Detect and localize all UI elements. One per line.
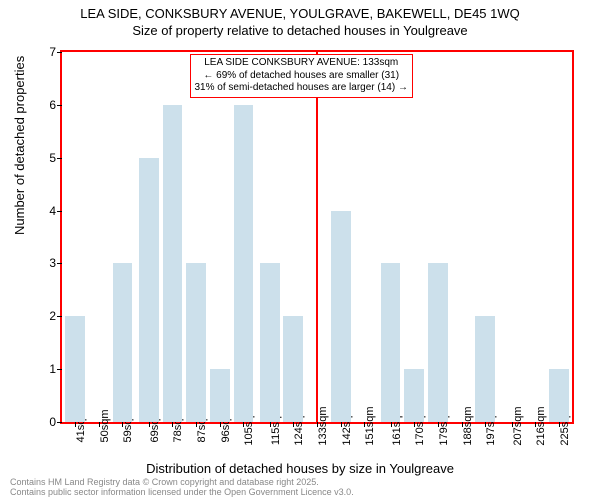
histogram-bar — [210, 369, 230, 422]
y-tick-label: 2 — [49, 309, 56, 323]
histogram-bar — [163, 105, 183, 422]
y-tick — [57, 158, 62, 159]
y-tick-label: 5 — [49, 151, 56, 165]
y-tick-label: 6 — [49, 98, 56, 112]
reference-line — [316, 52, 318, 422]
annotation-line-3: 31% of semi-detached houses are larger (… — [195, 82, 408, 93]
histogram-bar — [234, 105, 254, 422]
histogram-bar — [65, 316, 85, 422]
y-tick — [57, 52, 62, 53]
histogram-bar — [475, 316, 495, 422]
histogram-bar — [549, 369, 569, 422]
histogram-bar — [381, 263, 401, 422]
y-tick — [57, 422, 62, 423]
y-tick-label: 0 — [49, 415, 56, 429]
x-tick-label: 188sqm — [462, 406, 474, 445]
title-line-2: Size of property relative to detached ho… — [132, 23, 467, 38]
x-axis-label: Distribution of detached houses by size … — [0, 461, 600, 476]
histogram-bar — [139, 158, 159, 422]
histogram-bar — [428, 263, 448, 422]
y-tick — [57, 369, 62, 370]
y-tick-label: 1 — [49, 362, 56, 376]
y-tick — [57, 105, 62, 106]
footer: Contains HM Land Registry data © Crown c… — [10, 478, 354, 498]
x-tick-label: 151sqm — [364, 406, 376, 445]
title-line-1: LEA SIDE, CONKSBURY AVENUE, YOULGRAVE, B… — [80, 6, 520, 21]
annotation-line-2: ← 69% of detached houses are smaller (31… — [203, 70, 399, 81]
chart-container: LEA SIDE, CONKSBURY AVENUE, YOULGRAVE, B… — [0, 0, 600, 500]
y-axis-label: Number of detached properties — [12, 56, 27, 235]
annotation-line-1: LEA SIDE CONKSBURY AVENUE: 133sqm — [204, 57, 398, 68]
chart-title: LEA SIDE, CONKSBURY AVENUE, YOULGRAVE, B… — [0, 0, 600, 40]
annotation-box: LEA SIDE CONKSBURY AVENUE: 133sqm ← 69% … — [190, 54, 413, 98]
x-tick-label: 50sqm — [99, 409, 111, 442]
histogram-bar — [186, 263, 206, 422]
y-tick-label: 7 — [49, 45, 56, 59]
histogram-bar — [283, 316, 303, 422]
y-tick — [57, 316, 62, 317]
footer-line-2: Contains public sector information licen… — [10, 487, 354, 497]
x-tick-label: 216sqm — [535, 406, 547, 445]
histogram-bar — [404, 369, 424, 422]
y-tick-label: 4 — [49, 204, 56, 218]
y-tick — [57, 211, 62, 212]
plot-area: 0123456741sqm50sqm59sqm69sqm78sqm87sqm96… — [60, 50, 574, 424]
y-tick — [57, 263, 62, 264]
histogram-bar — [260, 263, 280, 422]
y-tick-label: 3 — [49, 256, 56, 270]
footer-line-1: Contains HM Land Registry data © Crown c… — [10, 477, 319, 487]
histogram-bar — [113, 263, 133, 422]
x-tick-label: 207sqm — [512, 406, 524, 445]
histogram-bar — [331, 211, 351, 422]
x-tick-label: 133sqm — [317, 406, 329, 445]
